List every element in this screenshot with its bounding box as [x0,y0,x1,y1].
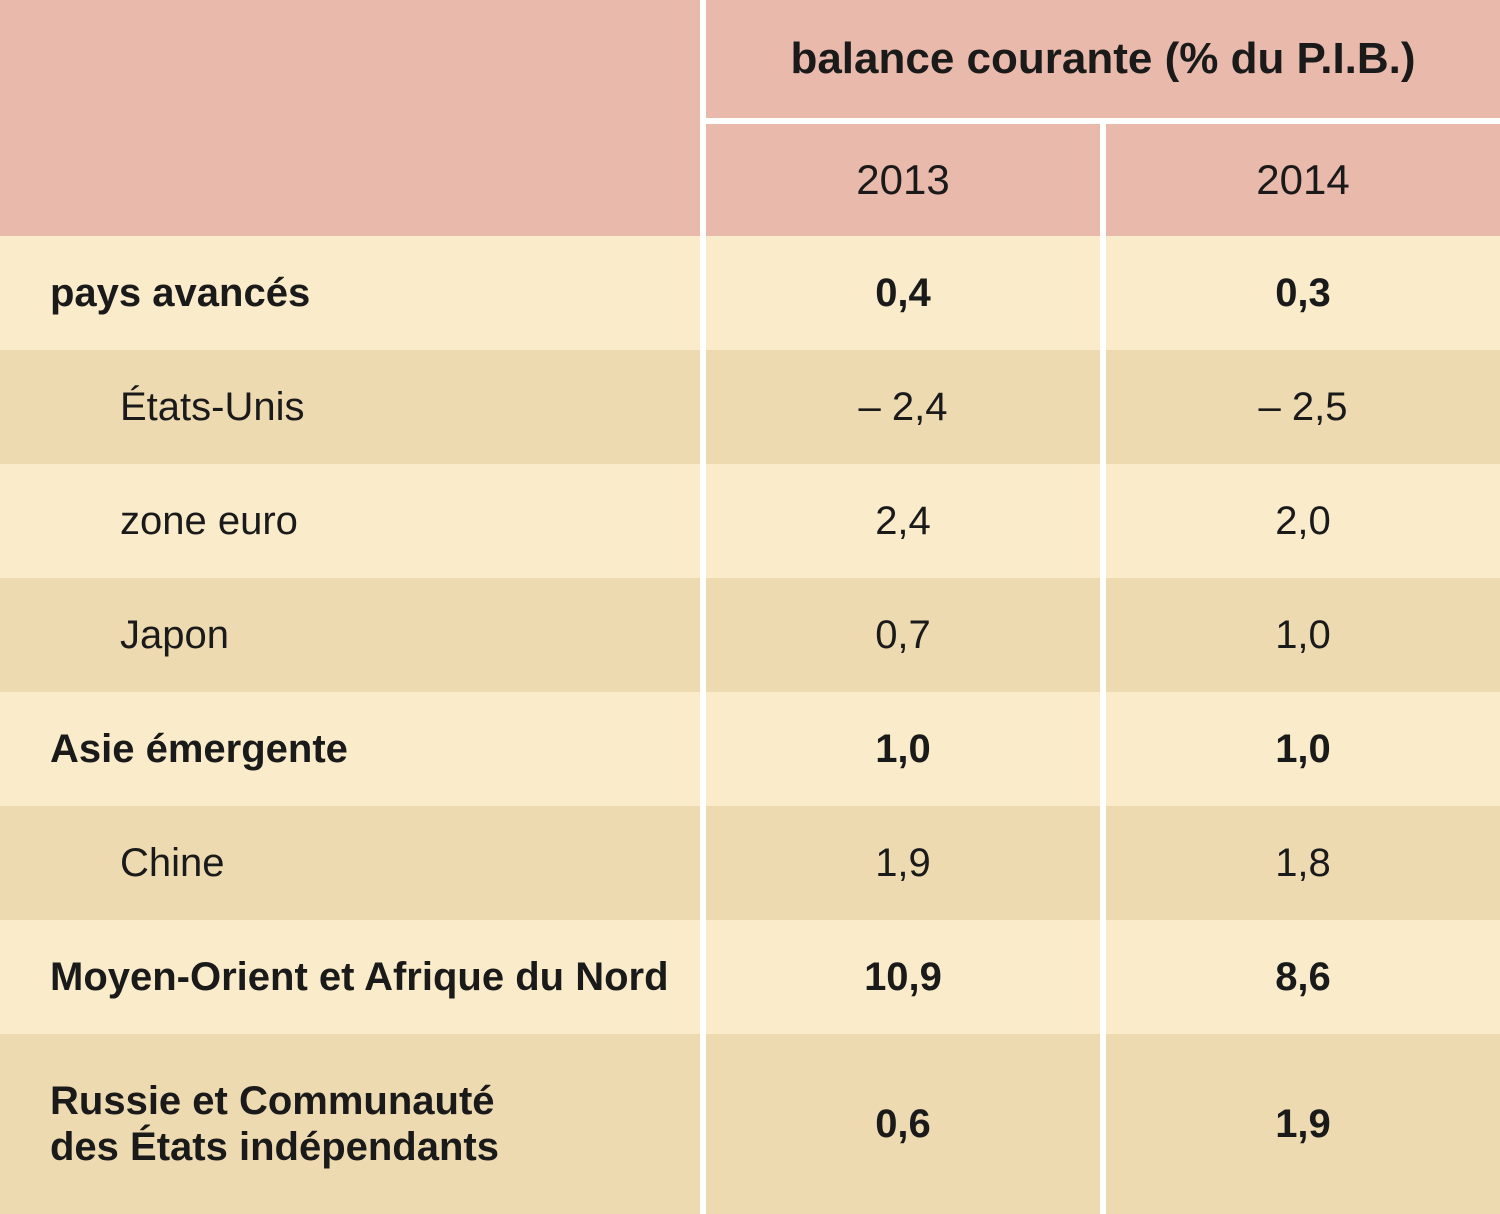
value-text: 0,4 [875,271,931,316]
row-val: – 2,4 [700,350,1100,464]
header-year-2014: 2014 [1100,118,1500,236]
value-text: 0,3 [1275,271,1331,316]
label-text: Asie émergente [50,727,348,772]
value-text: – 2,4 [859,385,948,430]
row-label-zone-euro: zone euro [0,464,700,578]
value-text: 1,0 [1275,727,1331,772]
value-text: 1,0 [1275,613,1331,658]
balance-courante-table: balance courante (% du P.I.B.) 2013 2014… [0,0,1500,1214]
row-val: 10,9 [700,920,1100,1034]
label-text: pays avancés [50,271,310,316]
row-val: 2,4 [700,464,1100,578]
value-text: 8,6 [1275,955,1331,1000]
row-val: – 2,5 [1100,350,1500,464]
label-text: Moyen-Orient et Afrique du Nord [50,955,669,1000]
value-text: 0,7 [875,613,931,658]
value-text: 1,8 [1275,841,1331,886]
value-text: 10,9 [864,955,942,1000]
value-text: 2,4 [875,499,931,544]
row-label-chine: Chine [0,806,700,920]
row-val: 1,9 [700,806,1100,920]
header-blank [0,0,700,236]
row-label-russie-cei: Russie et Communauté des États indépenda… [0,1034,700,1214]
label-text: zone euro [120,499,298,544]
row-val: 1,8 [1100,806,1500,920]
value-text: 0,6 [875,1102,931,1147]
label-text: Japon [120,613,229,658]
row-val: 0,3 [1100,236,1500,350]
value-text: – 2,5 [1259,385,1348,430]
row-val: 0,4 [700,236,1100,350]
row-val: 1,0 [700,692,1100,806]
year-label: 2014 [1256,156,1349,204]
year-label: 2013 [856,156,949,204]
row-label-asie-emergente: Asie émergente [0,692,700,806]
header-title-text: balance courante (% du P.I.B.) [790,34,1415,84]
row-val: 1,9 [1100,1034,1500,1214]
header-title: balance courante (% du P.I.B.) [700,0,1500,118]
value-text: 1,9 [1275,1102,1331,1147]
value-text: 1,0 [875,727,931,772]
header-year-2013: 2013 [700,118,1100,236]
row-val: 8,6 [1100,920,1500,1034]
label-text: Russie et Communauté des États indépenda… [50,1078,499,1170]
row-label-moyen-orient: Moyen-Orient et Afrique du Nord [0,920,700,1034]
row-val: 2,0 [1100,464,1500,578]
row-label-japon: Japon [0,578,700,692]
row-val: 0,6 [700,1034,1100,1214]
row-label-etats-unis: États-Unis [0,350,700,464]
value-text: 1,9 [875,841,931,886]
label-text: Chine [120,841,225,886]
row-val: 1,0 [1100,578,1500,692]
label-text: États-Unis [120,385,305,430]
value-text: 2,0 [1275,499,1331,544]
row-val: 0,7 [700,578,1100,692]
row-val: 1,0 [1100,692,1500,806]
row-label-pays-avances: pays avancés [0,236,700,350]
